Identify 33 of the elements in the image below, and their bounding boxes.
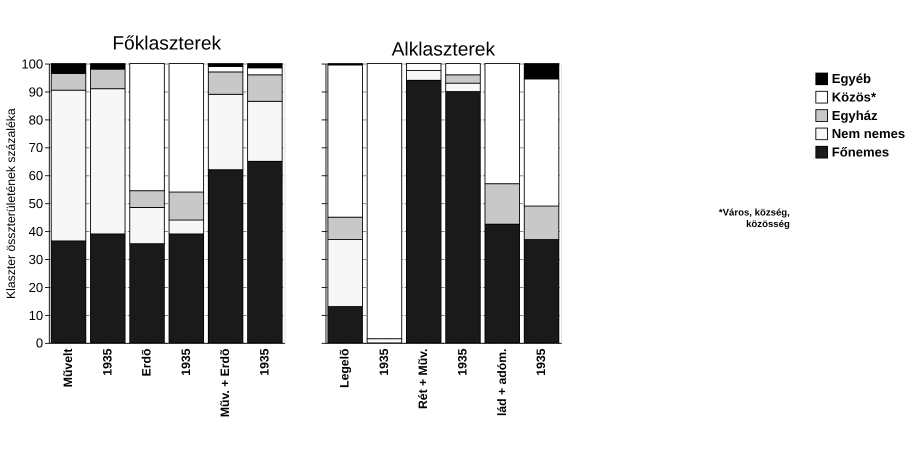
y-tick-label: 90 (28, 84, 44, 100)
x-tick-label: Mũvelt (61, 348, 75, 388)
y-tick-label: 40 (28, 224, 44, 239)
x-tick-label: lád + adóm. (494, 348, 509, 416)
x-tick-label: 1935 (376, 348, 391, 376)
y-tick-label: 60 (28, 168, 44, 184)
y-tick-label: 80 (28, 112, 44, 128)
legend-label: Közös* (832, 90, 877, 105)
legend-label: Nem nemes (832, 126, 906, 142)
chart-title: Főklaszterek (112, 34, 222, 55)
y-tick-label: 100 (21, 56, 44, 72)
x-tick-label: 1935 (257, 348, 272, 376)
x-tick-label: 1935 (534, 348, 548, 376)
legend-label: Főnemes (832, 144, 890, 160)
y-tick-label: 70 (28, 140, 44, 156)
y-axis-title: Klaszter összterületének százaléka (4, 108, 18, 299)
legend-label: Egyház (832, 108, 878, 123)
x-tick-label: Mũv. + Erdõ (218, 348, 232, 418)
y-tick-label: 50 (28, 196, 44, 212)
x-tick-label: 1935 (178, 348, 193, 376)
chart-title: Alklaszterek (392, 39, 496, 60)
x-tick-label: Rét + Mũv. (416, 348, 430, 410)
x-tick-label: Erdõ (140, 348, 154, 376)
y-tick-label: 0 (36, 336, 44, 351)
x-tick-label: Legelõ (338, 348, 352, 388)
y-tick-label: 10 (28, 308, 44, 323)
y-tick-label: 30 (28, 252, 44, 267)
y-tick-label: 20 (28, 280, 44, 295)
text: *Város, község, közösség (718, 207, 790, 230)
bar (366, 63, 402, 340)
x-tick-label: 1935 (455, 348, 470, 376)
x-tick-label: 1935 (100, 348, 114, 376)
legend-label: Egyéb (832, 71, 871, 86)
